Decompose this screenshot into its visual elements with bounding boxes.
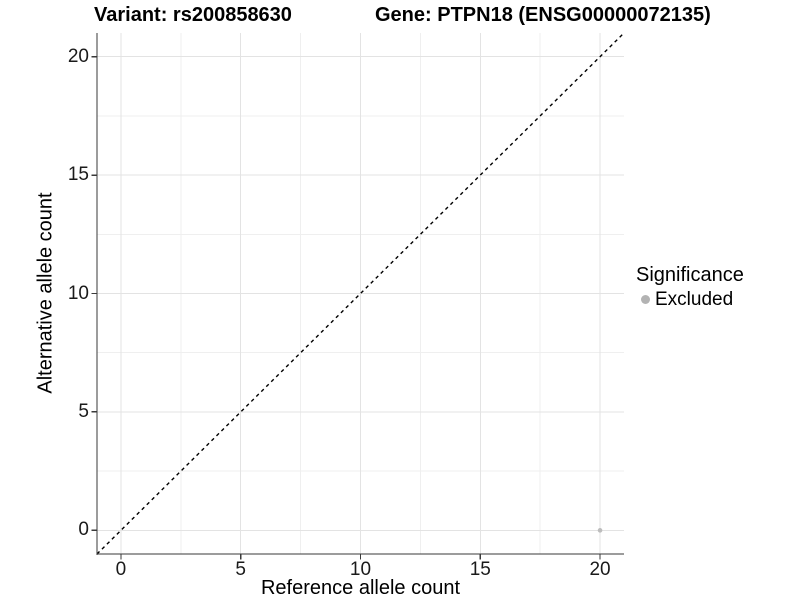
x-tick-label: 10 — [349, 559, 372, 580]
x-tick-label: 15 — [469, 559, 491, 580]
identity-reference-line — [96, 32, 625, 555]
legend-item-excluded: Excluded — [636, 288, 744, 311]
data-point — [597, 528, 603, 533]
legend: Significance Excluded — [636, 262, 744, 311]
data-points — [597, 528, 603, 533]
y-tick-label: 5 — [78, 400, 89, 422]
legend-title: Significance — [636, 264, 744, 286]
variant-title: Variant: rs200858630 — [94, 4, 292, 26]
x-axis-title: Reference allele count — [260, 577, 460, 599]
y-tick-label: 15 — [67, 164, 89, 186]
x-tick-label: 20 — [589, 559, 611, 580]
y-tick-label: 10 — [67, 282, 89, 304]
x-tick-label: 5 — [235, 559, 246, 580]
legend-key-dot-icon — [641, 295, 650, 304]
y-tick-label: 20 — [67, 45, 89, 67]
major-gridlines — [97, 33, 624, 554]
y-tick-label: 0 — [78, 519, 89, 541]
gene-title: Gene: PTPN18 (ENSG00000072135) — [375, 4, 711, 26]
dashed-identity-line — [96, 32, 625, 555]
x-tick-label: 0 — [115, 559, 127, 580]
axis-lines-and-ticks — [91, 33, 624, 560]
legend-item-label: Excluded — [655, 289, 734, 310]
